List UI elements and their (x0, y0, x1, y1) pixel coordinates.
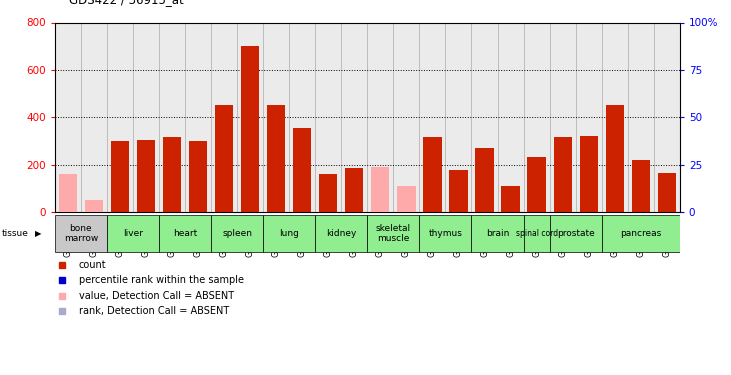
Bar (471, 22, 498, 212)
Bar (498, 22, 523, 212)
Bar (445, 22, 471, 212)
FancyBboxPatch shape (263, 214, 315, 252)
Text: GDS422 / 36915_at: GDS422 / 36915_at (69, 0, 184, 6)
Bar (575, 22, 602, 212)
Bar (163, 137, 181, 212)
Bar (632, 160, 650, 212)
Bar (293, 128, 311, 212)
Bar (580, 136, 598, 212)
Bar (658, 173, 676, 212)
Text: heart: heart (173, 229, 197, 238)
FancyBboxPatch shape (211, 214, 263, 252)
Bar (211, 22, 237, 212)
FancyBboxPatch shape (420, 214, 471, 252)
Bar (315, 22, 341, 212)
Text: rank, Detection Call = ABSENT: rank, Detection Call = ABSENT (78, 306, 229, 316)
Text: brain: brain (486, 229, 510, 238)
FancyBboxPatch shape (471, 214, 523, 252)
Bar (341, 22, 367, 212)
Text: percentile rank within the sample: percentile rank within the sample (78, 275, 243, 285)
Text: tissue: tissue (1, 229, 29, 238)
Bar (81, 22, 107, 212)
Bar (345, 168, 363, 212)
Text: liver: liver (123, 229, 143, 238)
Bar (550, 22, 575, 212)
Bar (628, 22, 654, 212)
Bar (475, 148, 493, 212)
Bar (319, 174, 338, 212)
Text: spleen: spleen (222, 229, 252, 238)
FancyBboxPatch shape (523, 214, 550, 252)
Bar (185, 22, 211, 212)
Text: lung: lung (279, 229, 299, 238)
Bar (371, 167, 390, 212)
Bar (393, 22, 420, 212)
Bar (55, 22, 81, 212)
Bar (85, 200, 103, 212)
Bar (58, 174, 77, 212)
Text: ▶: ▶ (35, 229, 42, 238)
Bar (605, 105, 624, 212)
Text: prostate: prostate (557, 229, 594, 238)
Bar (215, 105, 233, 212)
Bar (237, 22, 263, 212)
Text: value, Detection Call = ABSENT: value, Detection Call = ABSENT (78, 291, 234, 300)
Bar (423, 137, 442, 212)
Text: count: count (78, 260, 106, 270)
Text: pancreas: pancreas (620, 229, 662, 238)
Bar (450, 171, 468, 212)
Bar (263, 22, 289, 212)
Bar (241, 46, 260, 212)
Bar (397, 186, 415, 212)
Bar (367, 22, 393, 212)
Bar (137, 140, 155, 212)
FancyBboxPatch shape (107, 214, 159, 252)
Bar (133, 22, 159, 212)
Bar (602, 22, 628, 212)
Bar (523, 22, 550, 212)
FancyBboxPatch shape (315, 214, 367, 252)
FancyBboxPatch shape (550, 214, 602, 252)
Bar (189, 141, 207, 212)
Text: spinal cord: spinal cord (515, 229, 558, 238)
FancyBboxPatch shape (602, 214, 680, 252)
Bar (159, 22, 185, 212)
Text: kidney: kidney (326, 229, 357, 238)
Bar (267, 105, 285, 212)
Bar (501, 186, 520, 212)
FancyBboxPatch shape (367, 214, 420, 252)
FancyBboxPatch shape (159, 214, 211, 252)
Text: bone
marrow: bone marrow (64, 224, 98, 243)
Text: skeletal
muscle: skeletal muscle (376, 224, 411, 243)
Bar (289, 22, 315, 212)
Bar (420, 22, 445, 212)
Bar (553, 137, 572, 212)
Bar (107, 22, 133, 212)
Bar (528, 158, 546, 212)
Bar (111, 141, 129, 212)
Text: thymus: thymus (428, 229, 463, 238)
Bar (654, 22, 680, 212)
FancyBboxPatch shape (55, 214, 107, 252)
